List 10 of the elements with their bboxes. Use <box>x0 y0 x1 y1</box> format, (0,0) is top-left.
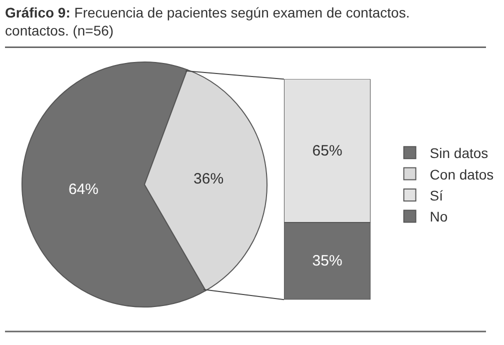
data-label: 35% <box>312 252 342 270</box>
data-label: 65% <box>312 142 342 160</box>
text: No <box>430 208 448 225</box>
chart-subtitle: contactos. (n=56) <box>5 22 114 38</box>
text: Sí <box>430 187 444 204</box>
data-label: 36% <box>194 170 224 188</box>
data-label: 64% <box>68 181 98 198</box>
legend-label: Con datos <box>430 166 494 182</box>
legend-label: Sin datos <box>430 145 488 162</box>
chart-title: Gráfico 9: Frecuencia de pacientes según examen de contactos. <box>5 4 410 20</box>
